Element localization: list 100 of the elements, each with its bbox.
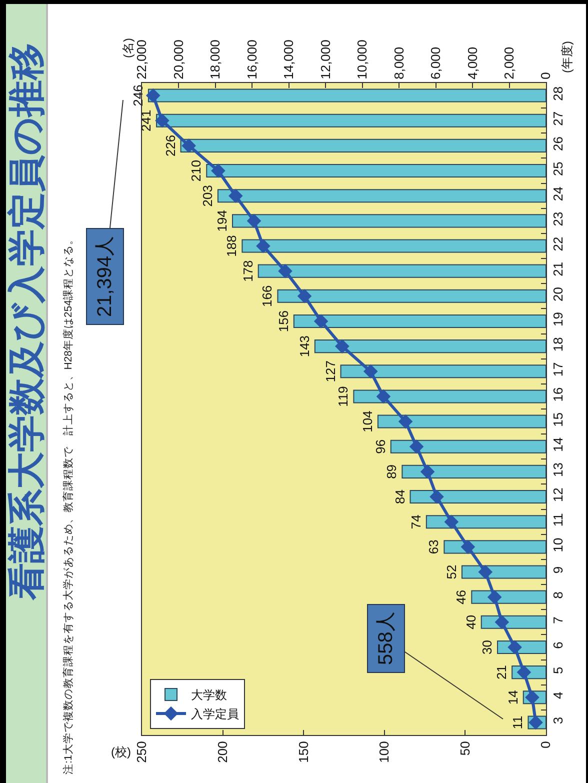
- y-tick-label: 5: [550, 666, 566, 674]
- bar: [402, 464, 546, 478]
- text: 看護系大学数及び入学定員の推移: [6, 43, 47, 601]
- y-tick-label: 18: [550, 337, 566, 352]
- x2-tick-label: 18,000: [208, 40, 223, 80]
- point: [528, 715, 543, 730]
- y-tick-label: 3: [550, 716, 566, 724]
- y-tick-label: 25: [550, 162, 566, 176]
- point: [211, 164, 226, 178]
- data-label: 104: [360, 410, 375, 432]
- y-tick-label: 26: [550, 136, 566, 151]
- x2-tick-label: 6,000: [428, 46, 444, 80]
- legend-label: 入学定員: [191, 707, 239, 722]
- point: [508, 640, 522, 654]
- x2-tick-label: 8,000: [391, 46, 406, 80]
- data-label: 194: [214, 210, 230, 232]
- data-label: 11: [510, 716, 526, 730]
- x2-tick-label: 12,000: [318, 40, 333, 80]
- data-label: 14: [505, 690, 520, 705]
- data-label: 178: [240, 260, 256, 282]
- point: [398, 414, 413, 429]
- y-tick-label: 17: [550, 362, 566, 377]
- data-label: 21: [494, 665, 510, 680]
- point: [146, 88, 160, 103]
- y-tick-label: 15: [550, 412, 566, 427]
- y-tick-label: 11: [550, 513, 566, 527]
- bar: [390, 440, 546, 454]
- data-label: 188: [224, 235, 240, 257]
- bar: [277, 289, 546, 303]
- x-tick-label: 50: [457, 741, 472, 756]
- point: [256, 238, 270, 254]
- y-tick-label: 12: [550, 488, 566, 502]
- bar: [148, 88, 546, 102]
- data-label: 74: [408, 514, 424, 530]
- point: [182, 138, 196, 153]
- y-tick-label: 4: [550, 692, 566, 700]
- data-label: 30: [480, 640, 495, 654]
- x2-tick-label: 4,000: [464, 46, 480, 80]
- x-tick-label: 100: [376, 741, 392, 763]
- bar: [426, 515, 546, 529]
- point: [494, 615, 510, 630]
- bar: [377, 414, 546, 428]
- x2-tick-label: 20,000: [170, 40, 186, 80]
- bar: [314, 340, 546, 354]
- point: [460, 540, 476, 554]
- point: [278, 264, 292, 278]
- data-label: 143: [296, 335, 312, 358]
- point: [297, 289, 312, 304]
- point: [376, 389, 391, 404]
- x-tick-label: 250: [134, 741, 150, 763]
- point: [335, 339, 350, 354]
- bar: [217, 189, 546, 203]
- annotation: 558人: [375, 612, 397, 665]
- y-tick-label: 10: [550, 538, 566, 552]
- point: [525, 690, 540, 705]
- bar: [293, 314, 546, 328]
- y-tick-label: 20: [550, 286, 566, 302]
- y-tick-label: 27: [550, 111, 566, 126]
- x2-tick-label: 10,000: [354, 40, 370, 80]
- y-tick-label: 9: [550, 566, 566, 574]
- y-tick-label: 21: [550, 262, 566, 276]
- legend-label: 大学数: [191, 688, 227, 702]
- y-tick-label: 24: [550, 186, 566, 202]
- y-tick-label: 16: [550, 387, 566, 402]
- y-tick-label: 13: [550, 462, 566, 477]
- data-label: 156: [276, 310, 291, 332]
- data-label: 203: [200, 185, 215, 207]
- data-label: 119: [336, 386, 351, 407]
- data-label: 166: [260, 285, 275, 307]
- bar: [410, 490, 546, 504]
- bar: [444, 540, 546, 554]
- data-label: 84: [392, 490, 408, 504]
- x-tick-label: 0: [538, 741, 554, 748]
- point: [409, 439, 424, 454]
- x-tick-label: 150: [296, 741, 311, 763]
- point: [430, 490, 444, 504]
- data-label: 96: [372, 439, 388, 454]
- point: [444, 514, 459, 529]
- data-label: 89: [384, 464, 400, 479]
- point: [228, 188, 243, 203]
- point: [246, 214, 262, 228]
- bar: [156, 114, 546, 128]
- data-label: 40: [463, 614, 478, 630]
- point: [516, 665, 532, 680]
- point: [314, 314, 328, 328]
- x2-tick-label: 0: [538, 72, 554, 80]
- text: 21,394人: [94, 236, 116, 317]
- data-label: 210: [188, 160, 204, 182]
- y-tick-label: 23: [550, 212, 566, 226]
- bar: [258, 264, 546, 278]
- data-label: 127: [322, 360, 338, 382]
- point: [420, 464, 435, 479]
- text: 注:1大学で複数の教育課程を有する大学があるため、教育課程数で 計上すると、H28年度は254課程となる。: [62, 234, 74, 774]
- point: [478, 564, 493, 580]
- x2-tick-label: 2,000: [501, 46, 516, 80]
- bar: [353, 390, 546, 404]
- y-tick-label: 6: [550, 642, 566, 649]
- y-tick-label: 14: [550, 437, 566, 452]
- y-tick-label: 28: [550, 86, 566, 101]
- x2-tick-label: 14,000: [281, 40, 296, 80]
